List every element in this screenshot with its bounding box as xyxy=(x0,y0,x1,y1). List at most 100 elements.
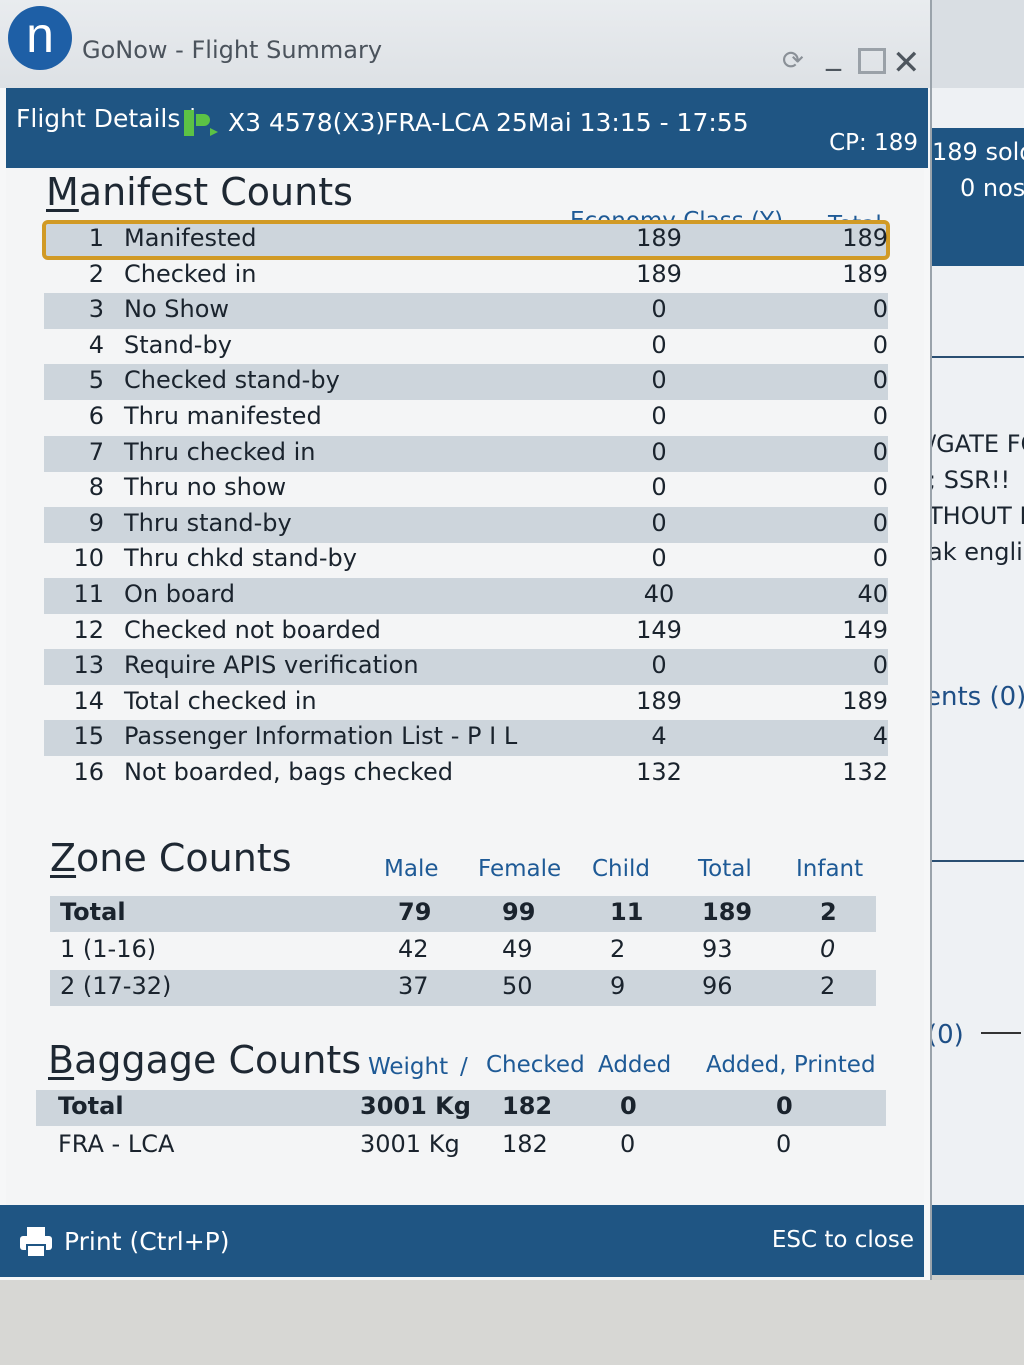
zone-row: 1 (1-16) 42 49 2 93 0 xyxy=(50,933,876,969)
manifest-row-label: Total checked in xyxy=(124,686,317,715)
manifest-row-economy: 0 xyxy=(651,366,667,395)
manifest-row-label: Require APIS verification xyxy=(124,651,419,680)
manifest-row-total: 0 xyxy=(872,330,888,359)
title-bar: n GoNow - Flight Summary ⟳ _ ✕ xyxy=(0,0,930,88)
zone-row-infant: 2 xyxy=(820,972,836,1000)
manifest-row-number: 13 xyxy=(73,651,104,680)
window-footer: Print (Ctrl+P) ESC to close xyxy=(0,1205,924,1277)
manifest-row-total: 0 xyxy=(872,437,888,466)
manifest-row-total: 0 xyxy=(872,295,888,324)
flight-summary-window: n GoNow - Flight Summary ⟳ _ ✕ Flight De… xyxy=(0,0,932,1280)
manifest-row[interactable]: 9 Thru stand-by 0 0 xyxy=(44,506,888,543)
baggage-row-weight: 3001 Kg xyxy=(360,1092,471,1120)
manifest-row-economy: 0 xyxy=(651,295,667,324)
manifest-row-total: 0 xyxy=(872,473,888,502)
manifest-row[interactable]: 5 Checked stand-by 0 0 xyxy=(44,364,888,401)
baggage-row-name: Total xyxy=(58,1092,124,1120)
baggage-row: Total 3001 Kg 182 0 0 xyxy=(36,1090,886,1126)
zone-row-total: 189 xyxy=(702,898,753,926)
manifest-row-economy: 4 xyxy=(651,722,667,751)
manifest-counts-title: Manifest Counts xyxy=(46,170,353,214)
manifest-row[interactable]: 2 Checked in 189 189 xyxy=(44,258,888,294)
manifest-row-total: 0 xyxy=(872,651,888,680)
manifest-row-economy: 0 xyxy=(651,508,667,537)
manifest-row-label: No Show xyxy=(124,295,230,324)
manifest-row[interactable]: 1 Manifested 189 189 xyxy=(42,220,890,260)
zone-row: 2 (17-32) 37 50 9 96 2 xyxy=(50,970,876,1006)
background-without-text: THOUT D xyxy=(928,502,1024,530)
manifest-row[interactable]: 4 Stand-by 0 0 xyxy=(44,329,888,365)
baggage-row-added-printed: 0 xyxy=(776,1092,793,1120)
manifest-row[interactable]: 15 Passenger Information List - P I L 4 4 xyxy=(44,720,888,757)
background-zero-link[interactable]: (0) xyxy=(927,1020,964,1050)
manifest-row-economy: 189 xyxy=(636,686,682,715)
manifest-row-number: 1 xyxy=(88,224,104,252)
manifest-row-number: 14 xyxy=(73,686,104,715)
manifest-row-number: 2 xyxy=(88,259,104,288)
manifest-row-number: 16 xyxy=(73,758,104,786)
baggage-row-checked: 182 xyxy=(502,1130,548,1158)
manifest-row-label: Thru stand-by xyxy=(124,508,292,537)
manifest-row-number: 10 xyxy=(73,544,104,573)
aircraft-status-icon xyxy=(184,110,218,136)
manifest-row-label: Passenger Information List - P I L xyxy=(124,722,518,751)
zone-row-total: 96 xyxy=(702,972,733,1000)
baggage-counts-title: Baggage Counts xyxy=(48,1038,361,1082)
manifest-row[interactable]: 13 Require APIS verification 0 0 xyxy=(44,649,888,686)
window-title: GoNow - Flight Summary xyxy=(82,36,383,64)
esc-hint: ESC to close xyxy=(771,1227,914,1253)
manifest-row[interactable]: 3 No Show 0 0 xyxy=(44,293,888,330)
manifest-row-label: Thru manifested xyxy=(124,402,322,430)
manifest-row-economy: 40 xyxy=(643,580,675,608)
manifest-row-label: Not boarded, bags checked xyxy=(124,758,453,786)
manifest-row[interactable]: 16 Not boarded, bags checked 132 132 xyxy=(44,756,888,792)
manifest-title-first: M xyxy=(46,170,79,214)
baggage-col-slash: / xyxy=(460,1054,468,1080)
zone-row-male: 79 xyxy=(398,898,432,926)
manifest-row-number: 15 xyxy=(73,722,104,751)
zone-row: Total 79 99 11 189 2 xyxy=(50,896,876,932)
baggage-row-checked: 182 xyxy=(502,1092,553,1120)
manifest-row-economy: 0 xyxy=(651,544,667,573)
background-comments-link[interactable]: ents (0) xyxy=(925,682,1024,712)
zone-title-rest: one Counts xyxy=(76,836,292,880)
manifest-row[interactable]: 11 On board 40 40 xyxy=(44,578,888,614)
manifest-row-total: 189 xyxy=(842,259,888,288)
zone-row-female: 49 xyxy=(502,935,533,963)
zone-row-child: 9 xyxy=(610,972,626,1000)
manifest-row[interactable]: 12 Checked not boarded 149 149 xyxy=(44,614,888,650)
baggage-row-added-printed: 0 xyxy=(776,1130,792,1158)
baggage-col-checked: Checked xyxy=(486,1052,585,1078)
baggage-row-added: 0 xyxy=(620,1092,637,1120)
zone-row-female: 50 xyxy=(502,972,533,1000)
manifest-row-label: Checked not boarded xyxy=(124,615,381,644)
manifest-row[interactable]: 10 Thru chkd stand-by 0 0 xyxy=(44,542,888,578)
manifest-row[interactable]: 14 Total checked in 189 189 xyxy=(44,685,888,721)
manifest-row-economy: 149 xyxy=(636,615,682,644)
manifest-row-label: Thru checked in xyxy=(124,437,316,466)
baggage-col-weight: Weight xyxy=(368,1054,449,1080)
manifest-row[interactable]: 6 Thru manifested 0 0 xyxy=(44,400,888,436)
manifest-row-label: Stand-by xyxy=(124,330,232,359)
manifest-row-economy: 132 xyxy=(636,758,682,786)
flight-number: X3 4578(X3) xyxy=(228,108,386,137)
manifest-row-label: Thru no show xyxy=(124,473,287,502)
manifest-row[interactable]: 7 Thru checked in 0 0 xyxy=(44,435,888,472)
baggage-col-added-printed: Added, Printed xyxy=(706,1052,876,1078)
zone-row-infant: 0 xyxy=(820,935,836,963)
baggage-row-weight: 3001 Kg xyxy=(360,1130,460,1158)
manifest-row[interactable]: 8 Thru no show 0 0 xyxy=(44,471,888,507)
maximize-icon[interactable] xyxy=(858,48,886,74)
baggage-title-rest: aggage Counts xyxy=(74,1038,362,1082)
zone-row-name: 2 (17-32) xyxy=(60,972,172,1000)
close-icon[interactable]: ✕ xyxy=(892,43,921,83)
manifest-row-label: On board xyxy=(124,580,236,608)
refresh-icon[interactable]: ⟳ xyxy=(782,46,804,76)
gonow-logo-icon: n xyxy=(8,6,72,70)
zone-col-child: Child xyxy=(592,856,651,882)
zone-row-female: 99 xyxy=(502,898,536,926)
minimize-icon[interactable]: _ xyxy=(826,37,841,72)
background-divider xyxy=(930,356,1024,358)
